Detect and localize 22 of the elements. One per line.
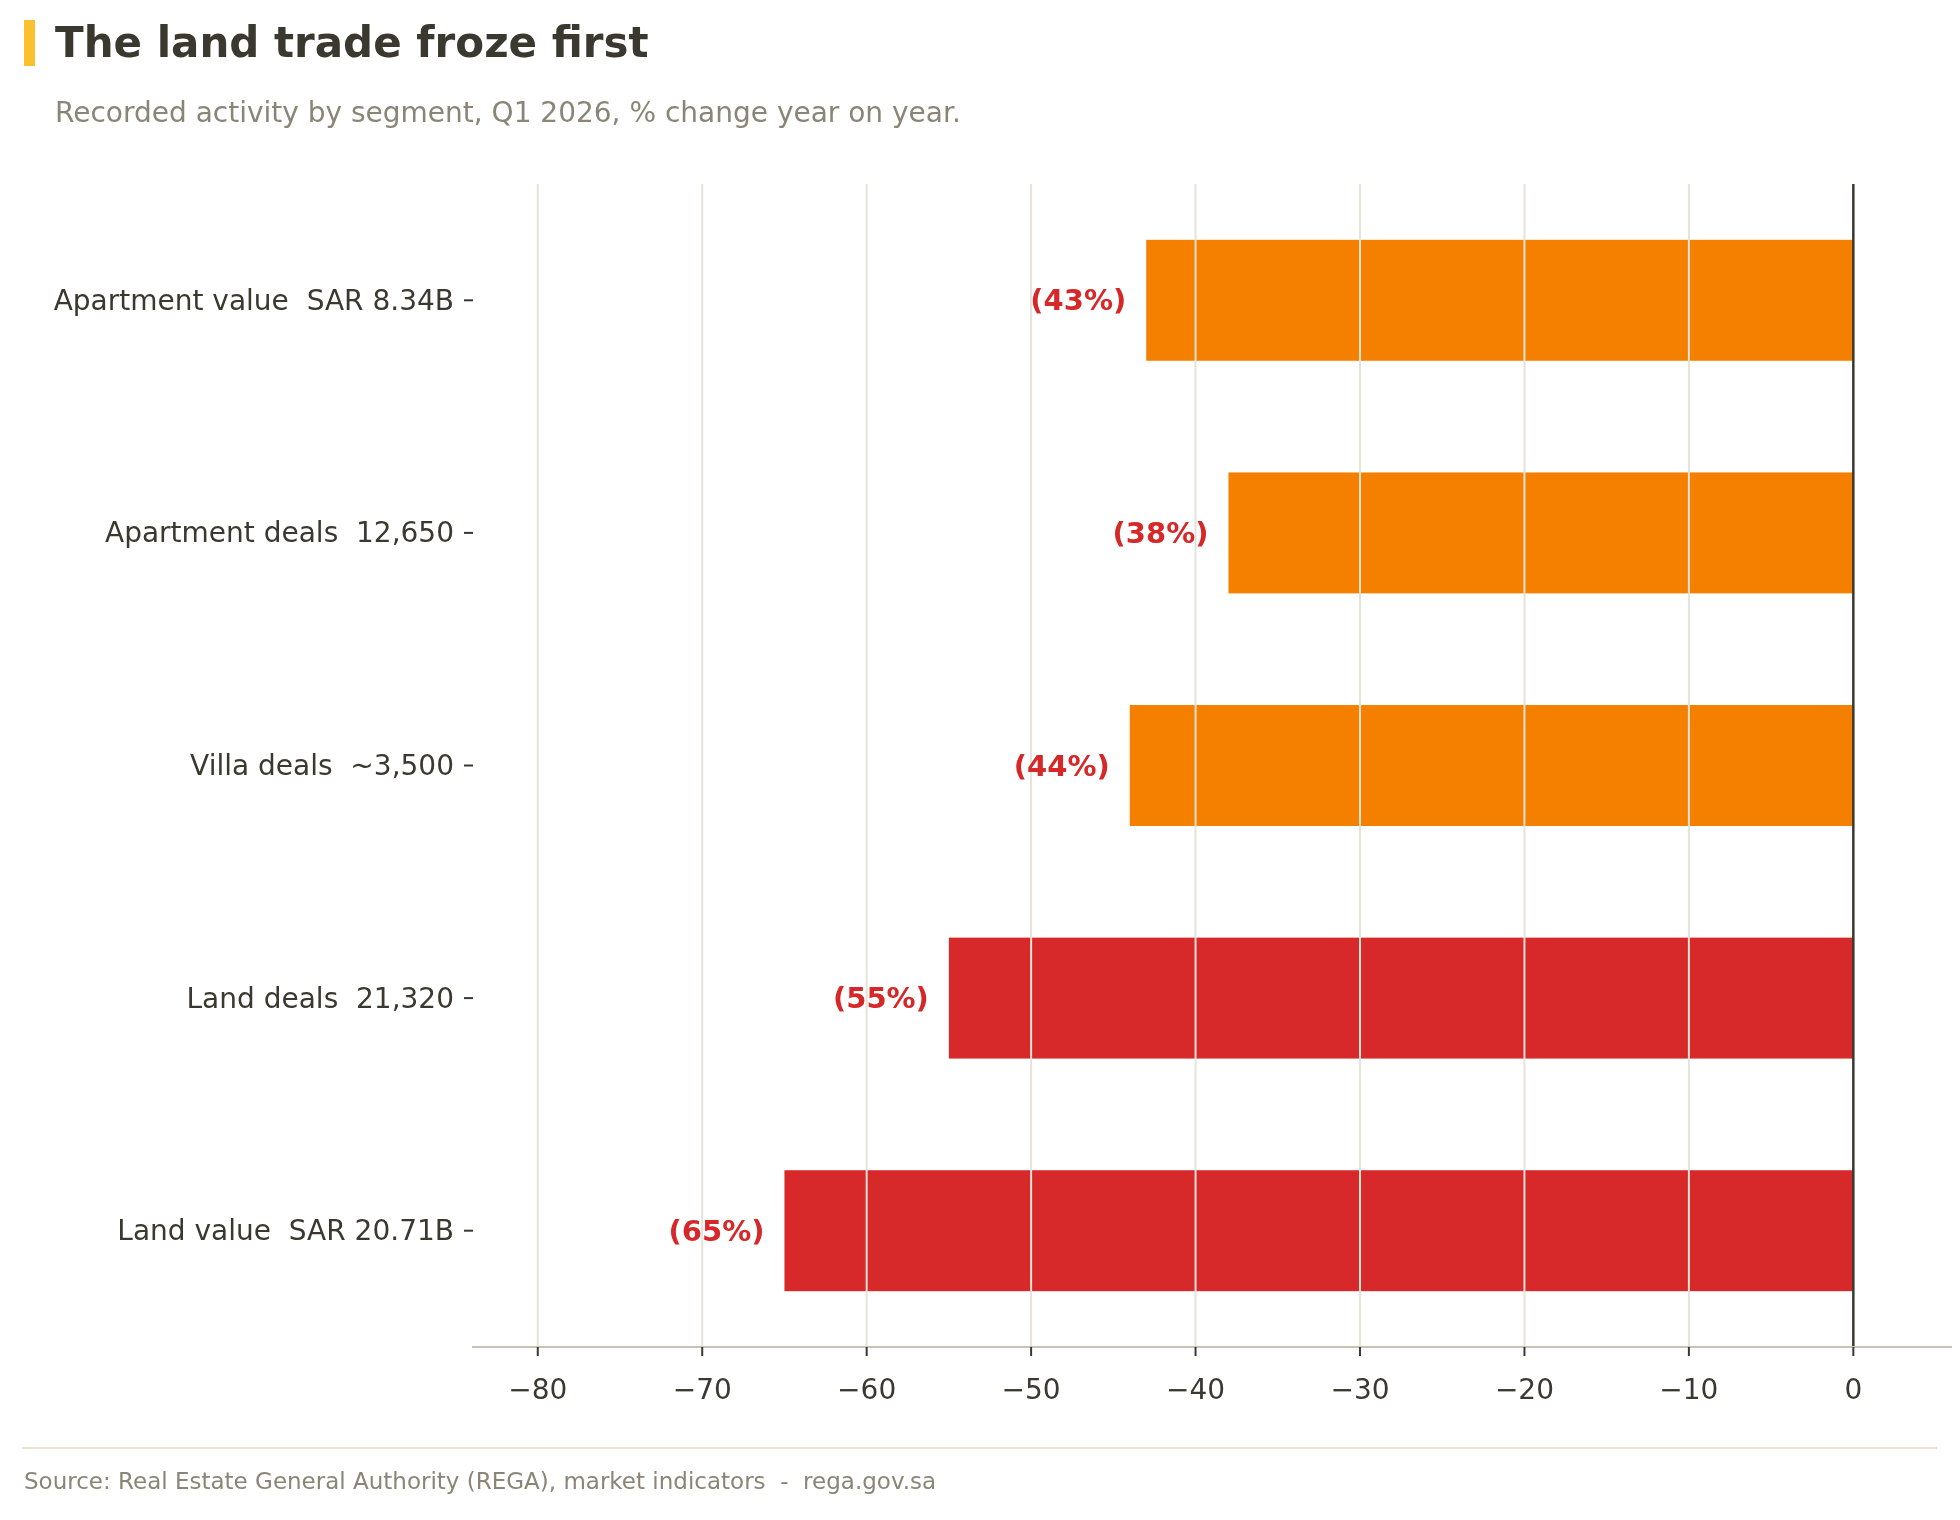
x-tick-label: −50 — [1001, 1372, 1061, 1406]
data-label: (65%) — [668, 1213, 765, 1248]
x-tick-label: −60 — [837, 1372, 897, 1406]
y-tick-label: Land value SAR 20.71B — [117, 1214, 454, 1248]
y-tick-label: Apartment value SAR 8.34B — [53, 283, 454, 317]
x-tick-label: −80 — [508, 1372, 568, 1406]
data-label: (44%) — [1013, 748, 1110, 783]
x-tick-label: −10 — [1659, 1372, 1719, 1406]
data-label: (38%) — [1112, 515, 1209, 550]
x-tick-label: −30 — [1330, 1372, 1390, 1406]
y-tick-label: Villa deals ~3,500 — [190, 749, 454, 782]
chart-subtitle: Recorded activity by segment, Q1 2026, % change year on year. — [55, 95, 961, 129]
data-label: (43%) — [1030, 283, 1127, 318]
y-tick-label: Land deals 21,320 — [186, 981, 454, 1015]
data-label: (55%) — [832, 981, 929, 1016]
x-tick-label: 0 — [1844, 1372, 1863, 1406]
x-tick-label: −20 — [1494, 1372, 1554, 1406]
source-note: Source: Real Estate General Authority (REGA), market indicators - rega.gov.sa — [24, 1468, 937, 1494]
chart-title: The land trade froze first — [55, 17, 649, 67]
y-tick-label: Apartment deals 12,650 — [104, 516, 454, 550]
x-tick-label: −40 — [1166, 1372, 1226, 1406]
x-tick-label: −70 — [672, 1372, 732, 1406]
